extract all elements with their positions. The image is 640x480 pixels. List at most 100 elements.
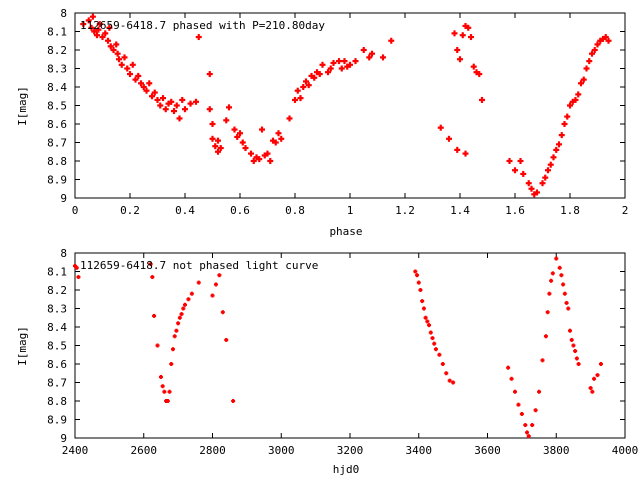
data-point [479, 96, 485, 103]
data-point [418, 288, 423, 292]
x-tick-label: 1.8 [560, 204, 580, 217]
data-point [300, 84, 307, 90]
data-point [516, 402, 521, 407]
data-point [336, 58, 342, 65]
data-point [545, 167, 551, 174]
data-point [264, 150, 271, 157]
data-point [476, 71, 483, 78]
y-tick-label: 8.5 [47, 340, 67, 353]
data-point [132, 76, 139, 83]
data-point [94, 32, 100, 39]
data-point [149, 93, 155, 100]
data-point [170, 347, 175, 352]
data-point [213, 282, 218, 287]
data-point [447, 378, 452, 383]
x-tick-label: 1.4 [450, 204, 470, 217]
data-point [99, 34, 106, 41]
data-point [576, 362, 581, 366]
data-point [568, 328, 572, 333]
y-tick-label: 8.9 [47, 414, 67, 427]
y-tick-label: 8.4 [47, 321, 67, 334]
data-point [594, 41, 601, 48]
data-point [234, 133, 241, 140]
y-tick-label: 8.2 [47, 284, 67, 297]
data-point [338, 65, 345, 72]
data-point [311, 74, 318, 81]
data-point [341, 58, 348, 65]
data-point [91, 28, 98, 35]
data-point [212, 143, 219, 150]
data-point [534, 189, 540, 196]
data-point [509, 376, 514, 381]
y-tick-label: 8.6 [47, 118, 67, 131]
data-point [347, 61, 353, 68]
y-tick-label: 9 [60, 192, 67, 205]
data-point [217, 273, 222, 278]
data-point [513, 389, 517, 394]
data-point [127, 71, 133, 78]
x-tick-label: 0.6 [230, 204, 250, 217]
data-point [226, 104, 232, 111]
data-point [590, 389, 595, 394]
data-point [248, 150, 254, 157]
data-point [286, 115, 293, 122]
data-point [162, 106, 169, 113]
data-point [330, 59, 337, 66]
data-point [210, 293, 215, 298]
data-point [151, 89, 158, 96]
data-point [209, 135, 216, 142]
data-point [569, 337, 574, 342]
y-tick-label: 8.1 [47, 26, 67, 39]
data-point [88, 24, 95, 31]
data-point [561, 121, 568, 127]
data-point [143, 87, 150, 94]
y-tick-label: 8.5 [47, 100, 67, 113]
data-point [591, 47, 598, 53]
data-point [388, 37, 395, 44]
chart-title: 112659-6418.7 phased with P=210.80day [80, 19, 325, 32]
x-tick-label: 0.8 [285, 204, 305, 217]
data-point [542, 174, 549, 181]
data-point [102, 30, 109, 37]
phased-light-curve-panel: 0 0.2 0.4 0.6 0.8 1 1.2 1.4 1.6 1.8 2 8 8.1 8.2 8.3 8.… [16, 7, 628, 238]
data-point [586, 58, 593, 65]
data-point [462, 150, 469, 157]
data-point [459, 32, 466, 39]
data-point [423, 315, 428, 320]
x-tick-label: 0 [72, 204, 79, 217]
data-point [416, 280, 421, 285]
y-tick-label: 8.3 [47, 63, 67, 76]
data-point [215, 137, 221, 144]
data-point [526, 434, 531, 439]
data-point [242, 145, 249, 152]
data-point [135, 72, 142, 79]
y-tick-label: 8.6 [47, 358, 67, 371]
data-point [116, 56, 122, 63]
data-point [129, 61, 136, 68]
x-tick-label: 2600 [131, 444, 158, 457]
data-point [173, 102, 180, 109]
data-point [105, 37, 111, 44]
data-point [319, 61, 326, 68]
data-point [547, 161, 554, 168]
data-point [158, 374, 163, 379]
data-point [138, 80, 144, 87]
y-tick-label: 8.3 [47, 303, 67, 316]
y-axis-ticks: 8 8.1 8.2 8.3 8.4 8.5 8.6 8.7 8.8 8.9 9 [47, 247, 625, 445]
data-point [121, 54, 128, 61]
x-tick-label: 3000 [268, 444, 295, 457]
data-point [430, 336, 435, 341]
data-point [425, 319, 430, 324]
data-point [564, 300, 569, 305]
data-point [215, 148, 221, 155]
data-point [421, 306, 426, 311]
data-point [177, 315, 182, 320]
data-point [146, 80, 153, 87]
data-point [297, 95, 304, 102]
data-point [113, 41, 120, 48]
y-tick-label: 8.7 [47, 377, 67, 390]
data-point [470, 63, 477, 70]
data-point [451, 380, 456, 385]
data-point [206, 106, 213, 113]
y-tick-label: 8 [60, 247, 67, 260]
